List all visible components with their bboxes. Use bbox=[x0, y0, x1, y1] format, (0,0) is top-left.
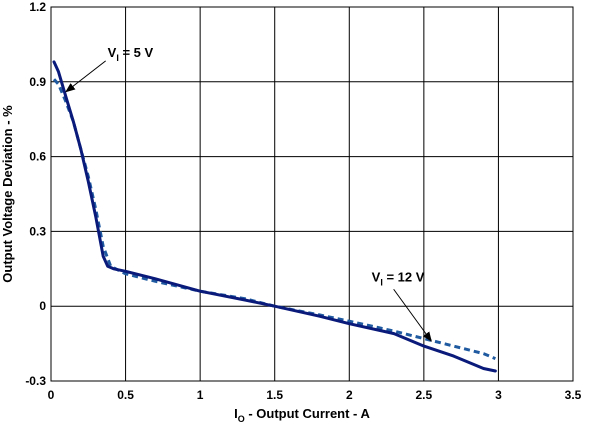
y-tick-label: 0.9 bbox=[29, 75, 46, 89]
plot-frame bbox=[50, 6, 574, 382]
y-tick-label: 0 bbox=[39, 299, 46, 313]
x-tick-label: 1 bbox=[197, 388, 204, 402]
x-tick-label: 1.5 bbox=[266, 388, 283, 402]
x-tick-label: 0 bbox=[48, 388, 55, 402]
y-axis-title: Output Voltage Deviation - % bbox=[0, 105, 15, 283]
y-tick-label: 0.6 bbox=[29, 150, 46, 164]
series-line-1 bbox=[52, 78, 496, 360]
x-tick-label: 2 bbox=[346, 388, 353, 402]
x-axis-title: IO - Output Current - A bbox=[234, 406, 370, 424]
x-tick-label: 0.5 bbox=[117, 388, 134, 402]
x-tick-label: 3.5 bbox=[565, 388, 582, 402]
y-tick-label: 1.2 bbox=[29, 0, 46, 14]
annotation-arrow-0 bbox=[65, 60, 106, 93]
y-tick-label: -0.3 bbox=[25, 374, 46, 388]
x-tick-label: 3 bbox=[495, 388, 502, 402]
y-tick-label: 0.3 bbox=[29, 224, 46, 238]
grid-lines bbox=[50, 6, 574, 382]
tick-labels: 0 0.5 1 1.5 2 2.5 3 3.5-0.300.30.60.91.2 bbox=[25, 0, 581, 402]
x-tick-label: 2.5 bbox=[416, 388, 433, 402]
annotation-arrow-1 bbox=[393, 288, 432, 342]
series-line-0 bbox=[52, 60, 497, 373]
series-layer bbox=[52, 60, 497, 373]
series-label-0: VI = 5 V bbox=[108, 45, 154, 63]
series-label-1: VI = 12 V bbox=[372, 269, 425, 287]
series-annotations: VI = 5 V VI = 12 V bbox=[65, 45, 432, 342]
